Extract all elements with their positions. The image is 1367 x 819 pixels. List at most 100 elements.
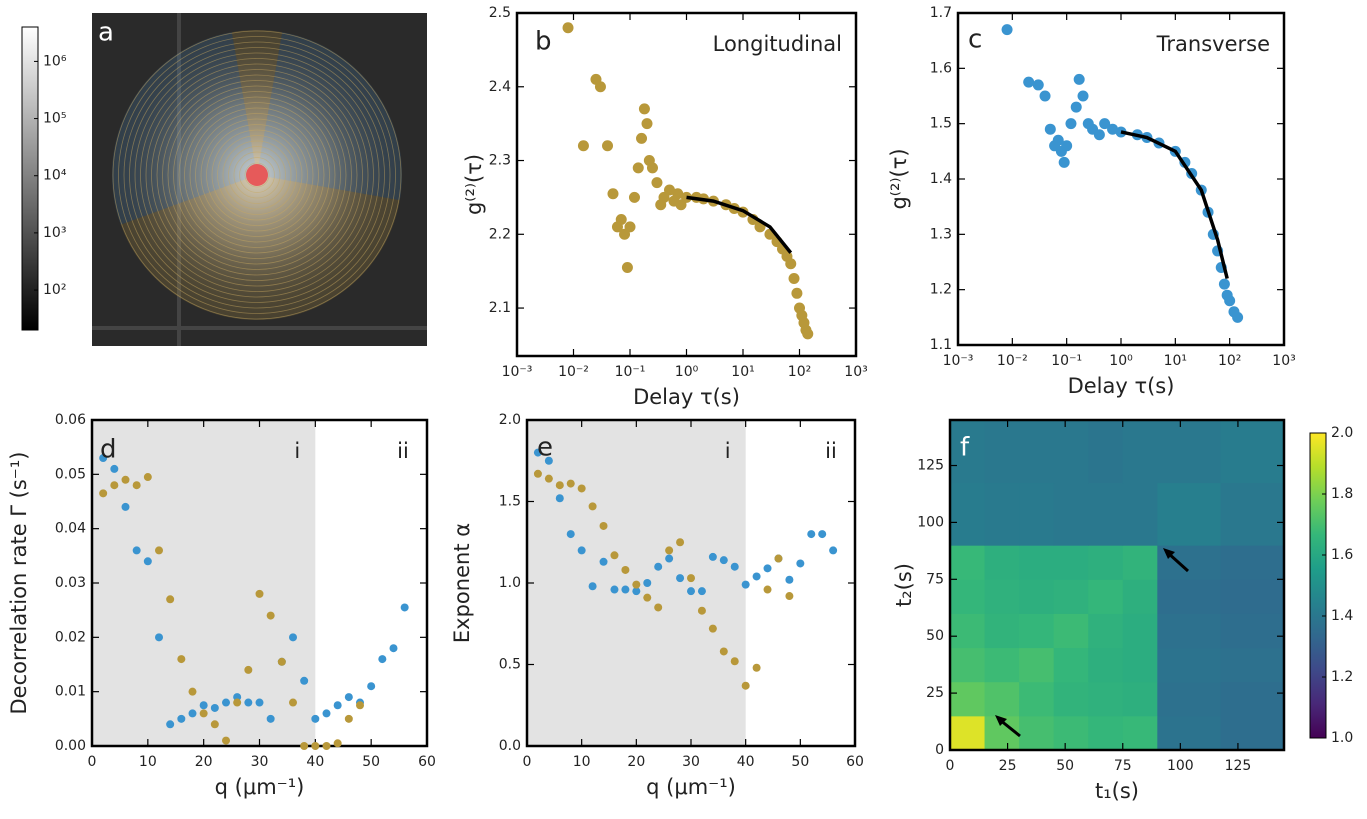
colorbar-tick-label: 10⁵ [43,111,66,127]
x-tick-label: 75 [1114,758,1132,774]
data-point [610,585,619,594]
x-tick-label: 10³ [844,364,867,380]
data-point [1070,101,1082,113]
heatmap-cell [984,420,1020,484]
data-point [1032,79,1044,91]
y-tick-label: 1.5 [930,116,952,132]
data-point [1058,156,1070,168]
heatmap-cell [1019,613,1055,649]
data-point [155,633,163,642]
x-tick-label: 10⁰ [675,364,699,380]
data-point [785,575,794,584]
heatmap-cell [1157,681,1222,717]
heatmap-cell [1122,613,1158,649]
data-point [233,698,242,707]
data-point [577,140,589,152]
x-tick-label: 40 [306,754,324,770]
data-point [641,118,653,130]
heatmap-cell [1122,482,1158,546]
data-point [1077,90,1089,102]
region-label: i [725,439,731,463]
heatmap-cell [1053,482,1089,546]
data-point [555,481,564,490]
heatmap-cell [1019,420,1055,484]
x-tick-label: 10⁻² [997,353,1028,369]
y-tick-label: 2.5 [489,5,511,21]
data-point [643,579,652,587]
x-tick-label: 10² [1218,353,1241,369]
ring [129,47,385,303]
data-point [1107,123,1119,135]
data-point [697,606,706,615]
colorbar-tick-label: 1.6 [1331,547,1353,563]
colorbar-tick-label: 2.0 [1331,425,1353,441]
heatmap-cell [1053,681,1089,717]
data-point [300,676,309,685]
data-point [555,494,564,503]
axes-frame [948,418,1286,752]
data-point [132,546,141,555]
data-point [654,562,663,571]
data-point [533,469,542,478]
ring [211,129,303,221]
data-point [155,546,163,555]
heatmap-cell [1088,681,1124,717]
data-point [1093,129,1105,141]
x-axis-label: Delay τ(s) [1068,374,1175,398]
x-axis-label: t₁(s) [1095,779,1139,803]
data-point [1052,134,1064,146]
x-tick-label: 10⁻¹ [1051,353,1082,369]
data-point [802,328,814,340]
heatmap-cell [1157,420,1222,484]
fit-line [1120,130,1229,280]
axes-frame [525,418,857,748]
data-point [356,701,364,710]
beam-center [246,164,268,186]
heatmap-cell [984,681,1020,717]
data-point [632,580,641,589]
data-point [255,589,264,598]
region-label: ii [397,439,409,463]
panel-letter: a [98,18,114,48]
data-point [266,714,275,723]
data-point [99,454,108,463]
heatmap-cell [1220,681,1285,717]
y-tick-label: 0.00 [55,738,86,754]
data-point [763,564,772,573]
panel-letter: b [535,27,552,57]
data-point [807,530,816,539]
heatmap-cell [984,613,1020,649]
x-tick-label: 50 [1056,758,1074,774]
colorbar-tick-label: 1.0 [1331,730,1353,746]
data-point [188,709,197,718]
x-tick-label: 0 [88,754,97,770]
x-tick-label: 50 [362,754,380,770]
data-point [643,593,652,602]
data-point [791,287,803,299]
data-point [624,221,636,233]
data-point [99,489,108,498]
heatmap-cell [1122,420,1158,484]
data-point [244,665,253,674]
data-point [697,587,706,596]
heatmap-cell [950,420,986,484]
data-point [818,530,827,539]
data-point [544,456,553,465]
y-axis-label: g⁽²⁾(τ) [462,154,486,215]
data-point [621,565,630,574]
x-tick-label: 30 [682,754,700,770]
ring [217,135,297,215]
data-point [672,188,684,200]
data-point [311,742,320,750]
y-tick-label: 0.06 [55,412,86,428]
data-point [222,698,230,707]
data-point [166,720,175,729]
panel-title: Longitudinal [713,32,842,56]
ring [134,52,380,298]
sector [257,32,403,201]
x-tick-label: 10¹ [1164,353,1187,369]
x-axis-label: Delay τ(s) [633,385,740,409]
y-tick-label: 1.7 [930,5,952,21]
data-point [1044,123,1056,135]
data-point [199,709,208,718]
